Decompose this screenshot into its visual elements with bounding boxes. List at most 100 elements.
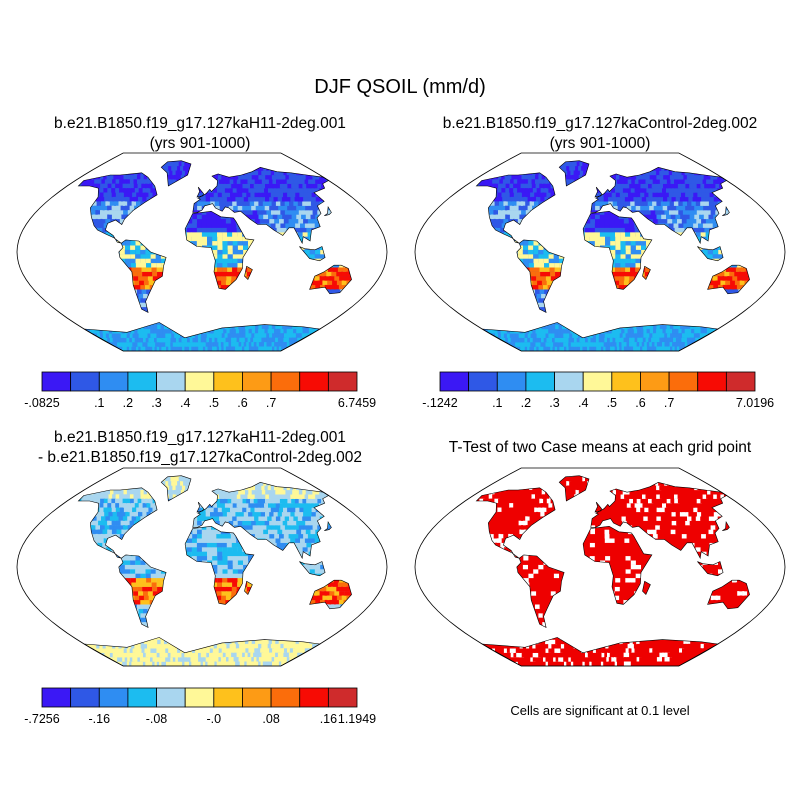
map-case1	[16, 152, 388, 352]
coastline	[299, 246, 326, 262]
colorbar-swatch	[41, 687, 72, 708]
colorbar-label: -.7256	[24, 712, 59, 726]
panel-title-case2: b.e21.B1850.f19_g17.127kaControl-2deg.00…	[400, 114, 800, 154]
map-case2	[414, 152, 786, 352]
coastline	[299, 561, 326, 577]
colorbar-label: .3	[151, 396, 161, 410]
colorbar-swatch	[725, 371, 756, 392]
colorbar-swatch	[213, 687, 243, 708]
colorbar-label: .7	[266, 396, 276, 410]
globe-outline	[414, 467, 786, 667]
colorbar-label: 6.7459	[338, 396, 376, 410]
panel-title-line: T-Test of two Case means at each grid po…	[448, 439, 752, 456]
colorbar-label: .08	[262, 712, 279, 726]
panel-title-case1: b.e21.B1850.f19_g17.127kaH11-2deg.001 (y…	[0, 114, 400, 154]
colorbar-label: 7.0196	[736, 396, 774, 410]
colorbar-swatch	[668, 371, 699, 392]
colorbar-swatch	[327, 687, 358, 708]
coastline	[722, 205, 730, 216]
coastline	[697, 246, 724, 262]
globe-outline	[414, 152, 786, 352]
coastline	[196, 186, 204, 198]
coastline	[642, 580, 651, 596]
coastline	[475, 487, 556, 559]
colorbar-case1: -.0825 .1 .2 .3 .4 .5 .6 .7 6.7459	[24, 371, 376, 410]
colorbar-case2: -.1242 .1 .2 .3 .4 .5 .6 .7 7.0196	[422, 371, 774, 410]
colorbar-label: .2	[123, 396, 133, 410]
colorbar-swatch	[640, 371, 670, 392]
colorbar-swatch	[70, 371, 100, 392]
colorbar-swatch	[98, 687, 129, 708]
colorbar-label: -.16	[89, 712, 111, 726]
figure-title: DJF QSOIL (mm/d)	[314, 76, 486, 98]
coastline	[558, 475, 590, 502]
panel-title-line: b.e21.B1850.f19_g17.127kaH11-2deg.001	[54, 115, 346, 132]
coastline	[192, 481, 330, 560]
coastline	[594, 501, 602, 513]
panel-title-ttest: T-Test of two Case means at each grid po…	[400, 438, 800, 458]
colorbar-swatch	[98, 371, 129, 392]
colorbar-swatch	[554, 371, 584, 392]
panel-title-difference: b.e21.B1850.f19_g17.127kaH11-2deg.001 - …	[0, 428, 400, 468]
panel-title-line: (yrs 901-1000)	[549, 135, 651, 152]
coastline	[516, 239, 565, 314]
significance-note: Cells are significant at 0.1 level	[510, 703, 690, 718]
colorbar-swatch	[213, 371, 243, 392]
coastline	[309, 264, 352, 295]
colorbar-label: .1	[492, 396, 502, 410]
coastline	[244, 265, 253, 281]
colorbar-swatch	[611, 371, 641, 392]
colorbar-label: .3	[549, 396, 559, 410]
colorbar-difference: -.7256 -.16 -.08 -.0 .08 .16 1.1949	[24, 687, 376, 726]
colorbar-swatch	[70, 687, 100, 708]
colorbar-label: .5	[209, 396, 219, 410]
coastline	[475, 172, 556, 244]
colorbar-swatch	[242, 687, 272, 708]
colorbar-swatch	[439, 371, 470, 392]
colorbar-label: 1.1949	[338, 712, 376, 726]
colorbar-swatch	[127, 687, 157, 708]
colorbar-label: -.0	[207, 712, 222, 726]
coastline	[160, 475, 192, 502]
colorbar-label: -.08	[146, 712, 168, 726]
coastline	[118, 554, 167, 629]
panel-title-line: - b.e21.B1850.f19_g17.127kaControl-2deg.…	[37, 449, 363, 466]
colorbar-label: .6	[635, 396, 645, 410]
coastline	[244, 580, 253, 596]
coastline	[707, 264, 750, 295]
colorbar-swatch	[242, 371, 272, 392]
colorbar-swatch	[299, 687, 329, 708]
globe-outline	[16, 152, 388, 352]
colorbar-label: .4	[578, 396, 588, 410]
coastline	[707, 579, 750, 610]
panel-title-line: b.e21.B1850.f19_g17.127kaControl-2deg.00…	[442, 115, 758, 132]
colorbar-swatch	[299, 371, 329, 392]
colorbar-label: -.1242	[422, 396, 457, 410]
colorbar-swatch	[270, 371, 301, 392]
globe-outline	[16, 467, 388, 667]
coastline	[118, 239, 167, 314]
colorbar-label: .6	[237, 396, 247, 410]
colorbar-swatch	[184, 687, 215, 708]
colorbar-swatch	[156, 687, 186, 708]
colorbar-swatch	[184, 371, 215, 392]
colorbar-label: -.0825	[24, 396, 59, 410]
colorbar-swatch	[525, 371, 555, 392]
colorbar-swatch	[582, 371, 613, 392]
map-difference	[16, 467, 388, 667]
colorbar-label: .7	[664, 396, 674, 410]
colorbar-swatch	[41, 371, 72, 392]
coastline	[558, 160, 590, 187]
colorbar-swatch	[156, 371, 186, 392]
colorbar-swatch	[270, 687, 301, 708]
coastline	[722, 520, 730, 531]
colorbar-label: .4	[180, 396, 190, 410]
colorbar-swatch	[496, 371, 527, 392]
coastline	[697, 561, 724, 577]
coastline	[582, 525, 653, 605]
coastline	[590, 166, 728, 245]
coastline	[192, 166, 330, 245]
coastline	[160, 160, 192, 187]
coastline	[184, 525, 255, 605]
